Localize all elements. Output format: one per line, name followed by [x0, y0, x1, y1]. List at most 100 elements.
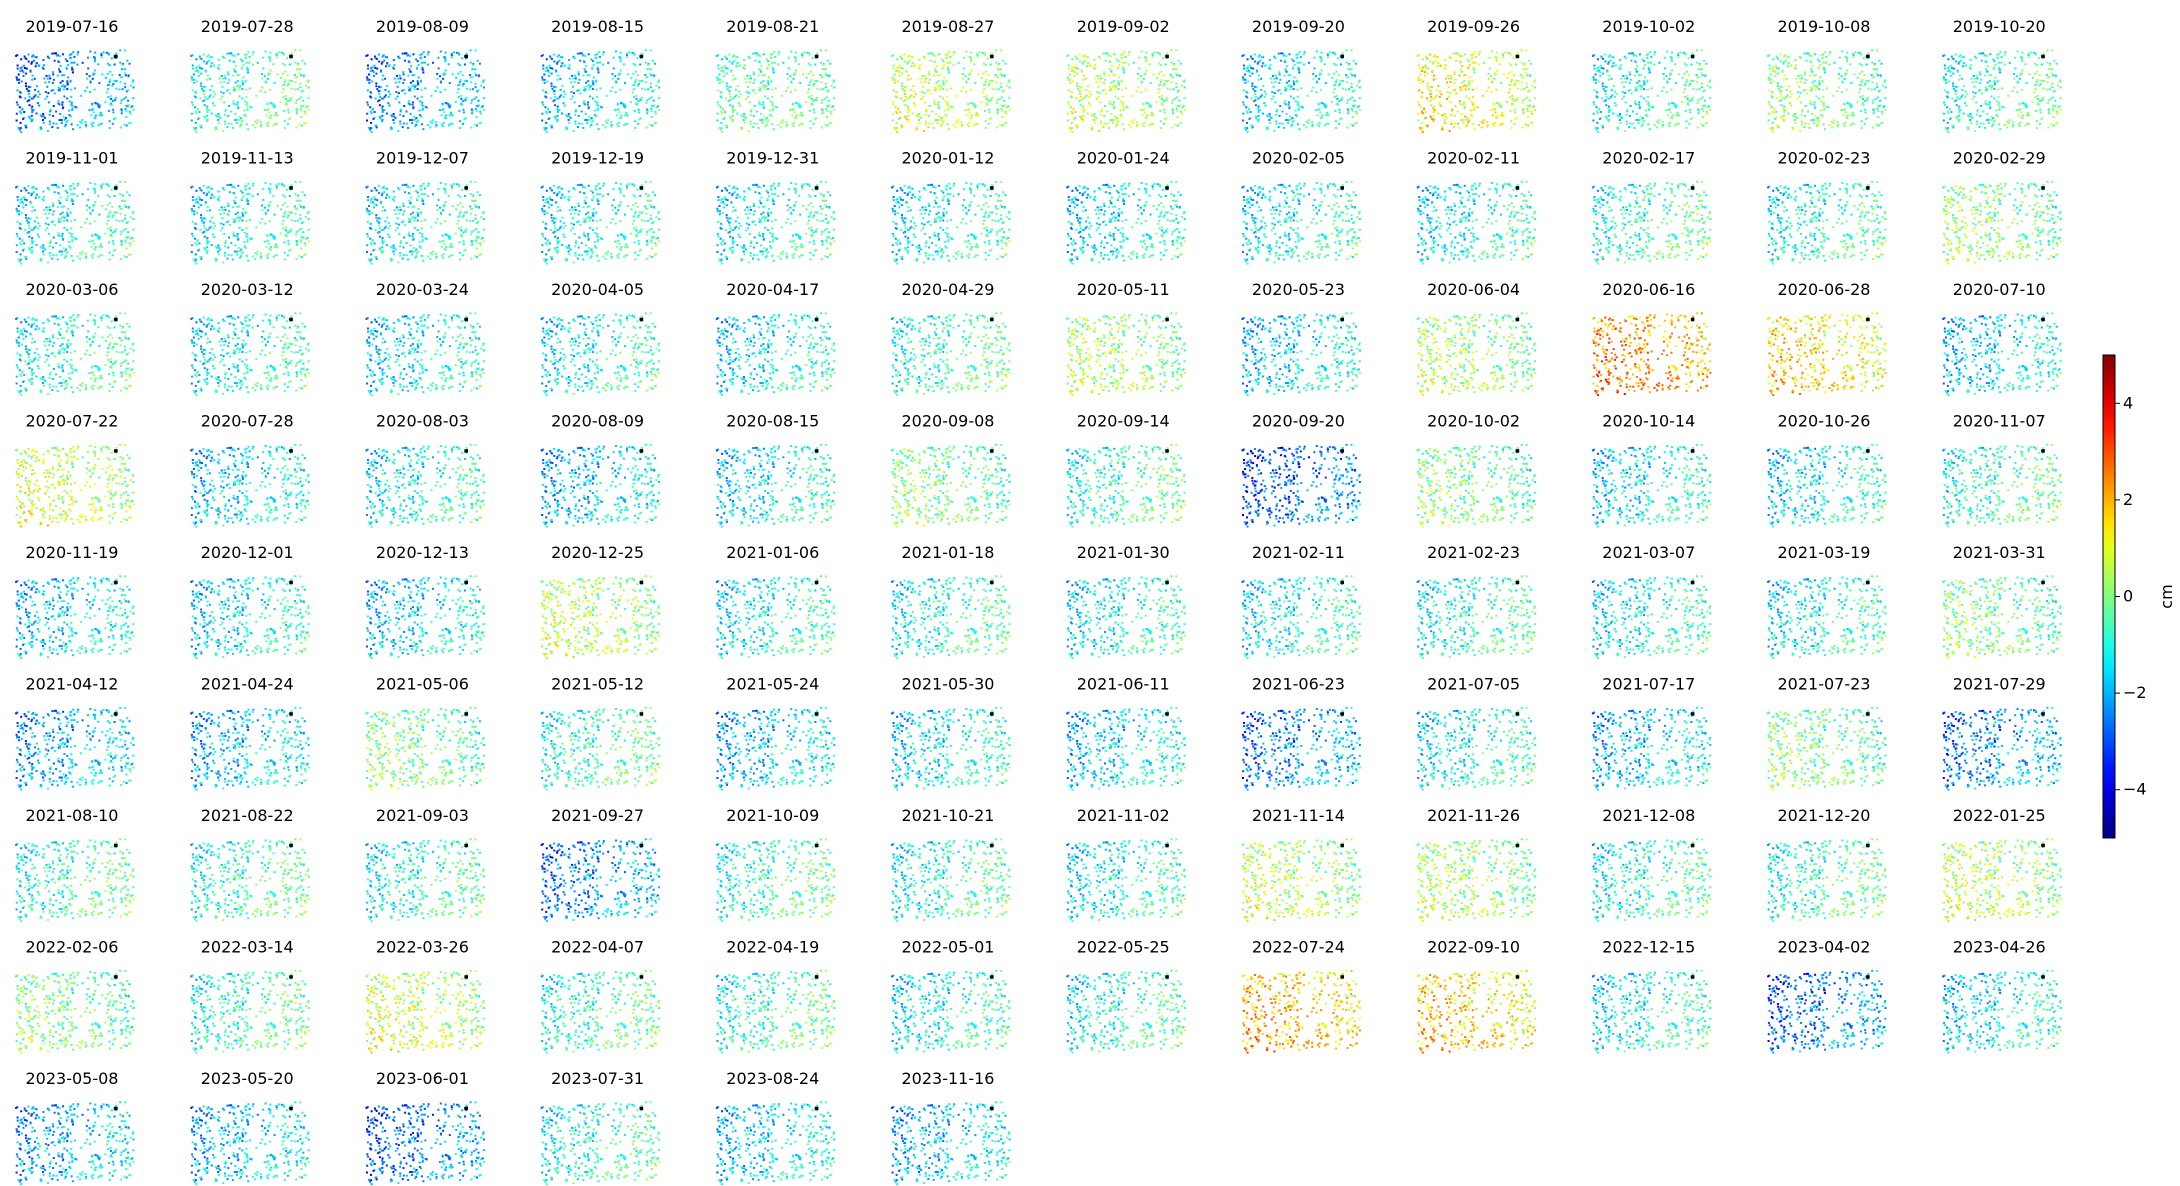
data-point: [1258, 97, 1261, 100]
data-point: [570, 91, 573, 93]
data-point: [544, 95, 547, 98]
data-point: [1978, 52, 1981, 55]
data-point: [933, 86, 936, 89]
data-point: [1783, 111, 1786, 114]
data-point: [1001, 90, 1004, 93]
data-point: [1782, 120, 1785, 123]
panel: 2019-09-20: [1241, 17, 1361, 134]
data-point: [470, 76, 472, 79]
data-point: [920, 81, 923, 84]
data-point: [1324, 106, 1327, 109]
data-point: [1347, 68, 1350, 71]
data-point: [1131, 121, 1134, 124]
data-point: [1130, 120, 1133, 123]
data-point: [597, 61, 600, 64]
data-point: [624, 122, 627, 125]
data-point: [1159, 127, 1162, 129]
data-point: [1822, 123, 1825, 126]
data-point: [1095, 117, 1098, 119]
data-point: [898, 71, 901, 74]
data-point: [1606, 117, 1609, 120]
data-point: [63, 95, 66, 98]
data-point: [1822, 101, 1825, 104]
data-point: [821, 112, 824, 115]
data-point: [1828, 63, 1831, 66]
data-point: [1142, 125, 1145, 128]
data-point: [436, 73, 439, 75]
data-point: [1176, 96, 1179, 99]
data-point: [2001, 87, 2004, 90]
data-point: [199, 57, 202, 59]
data-point: [1435, 88, 1438, 91]
data-point: [1520, 61, 1523, 64]
data-point: [1994, 83, 1996, 86]
data-point: [1772, 131, 1775, 134]
data-point: [550, 57, 553, 60]
data-point: [937, 101, 940, 104]
data-point: [282, 88, 285, 91]
data-point: [801, 52, 804, 55]
data-point: [1525, 82, 1528, 85]
data-point: [933, 100, 936, 103]
data-point: [614, 75, 617, 78]
data-point: [378, 93, 381, 95]
data-point: [970, 51, 973, 54]
data-point: [227, 73, 230, 76]
data-point: [1175, 49, 1178, 52]
data-point: [1325, 104, 1328, 107]
data-point: [19, 91, 22, 94]
data-point: [1335, 80, 1337, 83]
data-point: [282, 62, 285, 65]
data-point: [368, 73, 371, 76]
data-point: [973, 124, 976, 127]
data-point: [43, 64, 45, 67]
data-point: [1286, 65, 1288, 68]
data-point: [276, 73, 279, 76]
data-point: [451, 114, 454, 117]
data-point: [444, 58, 447, 61]
data-point: [949, 55, 952, 58]
data-point: [1677, 56, 1680, 59]
data-point: [127, 74, 130, 77]
data-point: [1850, 114, 1853, 117]
data-point: [272, 124, 275, 127]
data-point: [1794, 113, 1797, 115]
data-point: [574, 123, 577, 126]
data-point: [459, 80, 461, 83]
data-point: [123, 72, 126, 75]
data-point: [1682, 91, 1685, 94]
data-point: [966, 114, 969, 117]
data-point: [610, 121, 613, 124]
data-point: [408, 68, 411, 71]
data-point: [1881, 112, 1884, 115]
data-point: [1510, 103, 1513, 106]
data-point: [1349, 123, 1352, 126]
data-point: [1093, 121, 1096, 124]
data-point: [732, 97, 735, 100]
reference-point: [1515, 54, 1520, 59]
data-point: [947, 104, 950, 107]
data-point: [1294, 114, 1297, 116]
data-point: [966, 123, 969, 126]
data-point: [1244, 126, 1246, 129]
data-point: [1446, 91, 1449, 93]
data-point: [1159, 64, 1162, 67]
data-point: [1273, 130, 1276, 132]
data-point: [263, 75, 266, 78]
data-point: [286, 74, 289, 77]
data-point: [1073, 71, 1076, 74]
data-point: [1123, 51, 1126, 54]
data-point: [124, 107, 127, 110]
data-point: [53, 52, 56, 55]
data-point: [769, 100, 772, 103]
data-point: [1433, 74, 1436, 77]
data-point: [1351, 104, 1354, 107]
data-point: [1113, 53, 1116, 56]
data-point: [544, 128, 547, 131]
data-point: [52, 78, 55, 81]
data-point: [720, 67, 723, 70]
data-point: [1664, 67, 1666, 70]
data-point: [975, 113, 978, 116]
data-point: [1613, 102, 1616, 105]
data-point: [1843, 108, 1846, 111]
